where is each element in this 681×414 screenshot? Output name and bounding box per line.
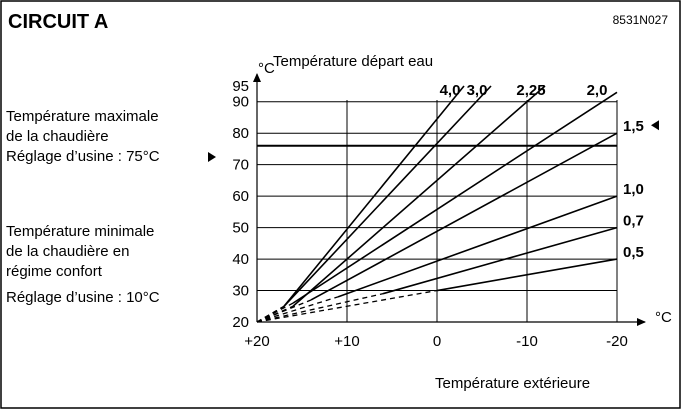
- y-axis-unit: °C: [258, 60, 275, 77]
- y-tick-label: 70: [232, 157, 249, 174]
- max-temp-line-2: de la chaudière: [6, 128, 109, 145]
- heating-curve-line: [337, 195, 618, 298]
- x-axis-label: Température extérieure: [435, 375, 590, 392]
- curve-label: 4,0: [440, 82, 461, 99]
- curve-dashed-segment: [256, 293, 384, 323]
- y-tick-label: 20: [232, 314, 249, 331]
- min-temp-line-1: Température minimale: [6, 223, 154, 240]
- curve-dashed-segment: [256, 302, 294, 323]
- curve-label: 1,0: [623, 181, 644, 198]
- curve-label: 0,5: [623, 244, 644, 261]
- x-axis-unit: °C: [655, 309, 672, 326]
- heating-curve-line: [283, 85, 465, 307]
- curve-label: 2,25: [516, 82, 545, 99]
- max-temp-line-1: Température maximale: [6, 108, 159, 125]
- heating-curve-line: [436, 258, 618, 292]
- heating-curve-line: [310, 132, 618, 301]
- max-temp-annotation: Température maximale de la chaudière Rég…: [6, 108, 216, 165]
- y-axis-label: Température départ eau: [273, 53, 433, 70]
- page-title: CIRCUIT A: [8, 11, 108, 33]
- curve-label: 3,0: [467, 82, 488, 99]
- x-tick-label: +10: [334, 333, 359, 350]
- y-tick-label: 40: [232, 251, 249, 268]
- curve-labels: 4,0 3,0 2,25 2,0 1,5 1,0 0,7 0,5: [440, 82, 659, 261]
- y-tick-label: 30: [232, 283, 249, 300]
- max-temp-pointer-icon: [208, 152, 216, 162]
- curve-label: 0,7: [623, 213, 644, 230]
- y-tick-label: 50: [232, 220, 249, 237]
- heating-curves: [256, 85, 618, 323]
- y-tick-label: 60: [232, 188, 249, 205]
- max-temp-line-3: Réglage d’usine : 75°C: [6, 148, 160, 165]
- curve-label: 2,0: [587, 82, 608, 99]
- min-temp-annotation: Température minimale de la chaudière en …: [6, 223, 160, 306]
- heating-curve-line: [292, 85, 546, 307]
- min-temp-line-4: Réglage d’usine : 10°C: [6, 289, 160, 306]
- y-tick-label: 95: [232, 78, 249, 95]
- x-tick-labels: +20 +10 0 -10 -20: [244, 333, 628, 350]
- min-temp-line-2: de la chaudière en: [6, 243, 129, 260]
- x-tick-label: -10: [516, 333, 538, 350]
- min-temp-line-3: régime confort: [6, 263, 103, 280]
- selected-curve-marker-icon: [651, 120, 659, 131]
- curve-label: 1,5: [623, 118, 644, 135]
- chart-axes: [253, 73, 646, 326]
- reference-code: 8531N027: [613, 13, 669, 27]
- y-tick-label: 90: [232, 94, 249, 111]
- x-tick-label: -20: [606, 333, 628, 350]
- heating-curve-line: [382, 226, 618, 295]
- curve-dashed-segment: [256, 289, 438, 323]
- curve-dashed-segment: [256, 299, 312, 323]
- chart-grid: [257, 100, 618, 322]
- heating-curve-line: [292, 91, 618, 304]
- y-tick-label: 80: [232, 125, 249, 142]
- heating-curve-line: [283, 85, 492, 307]
- x-tick-label: 0: [433, 333, 441, 350]
- x-tick-label: +20: [244, 333, 269, 350]
